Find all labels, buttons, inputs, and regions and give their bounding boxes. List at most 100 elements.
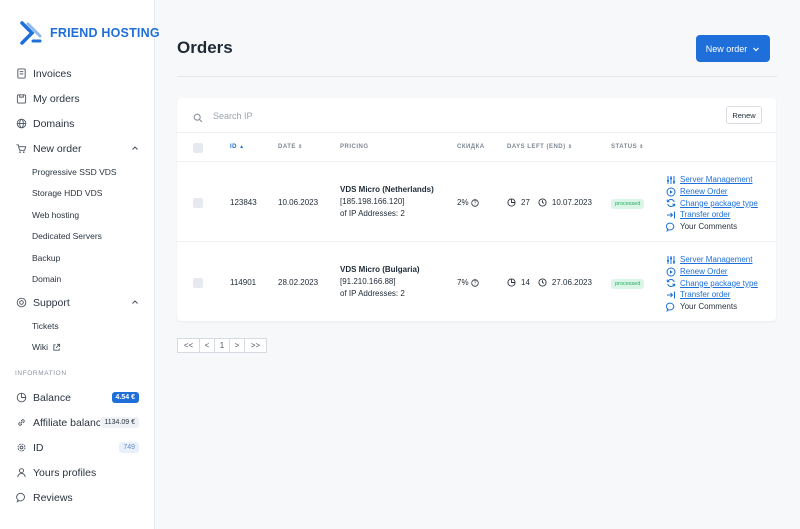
table-row: 114901 28.02.2023 VDS Micro (Bulgaria) […: [177, 243, 776, 322]
sidebar-sub-backup[interactable]: Backup: [32, 252, 61, 263]
days-left: 27 10.07.2023: [507, 198, 592, 207]
clock-icon: [538, 278, 547, 287]
pie-chart-icon: [507, 198, 516, 207]
pie-chart-icon: [15, 392, 27, 404]
cart-icon: [15, 143, 27, 155]
renew-order-link[interactable]: Renew Order: [666, 266, 758, 278]
info-section-label: INFORMATION: [15, 370, 67, 377]
order-discount: 2% ?: [457, 198, 479, 207]
select-all-checkbox[interactable]: [193, 143, 203, 153]
sidebar-sub-domain[interactable]: Domain: [32, 274, 62, 285]
sidebar-item-domains[interactable]: Domains: [0, 111, 155, 136]
sidebar-item-label: ID: [33, 441, 44, 454]
table-row: 123843 10.06.2023 VDS Micro (Netherlands…: [177, 163, 776, 242]
balance-badge: 4.54 €: [111, 392, 139, 403]
sidebar-sub-wiki[interactable]: Wiki: [0, 337, 155, 359]
sort-asc-icon: ▲: [239, 144, 245, 150]
comment-icon: [666, 222, 676, 232]
action-label: Server Management: [680, 255, 753, 265]
svg-text:?: ?: [473, 280, 476, 286]
column-header-date[interactable]: DATE ⇕: [278, 144, 303, 150]
order-date: 28.02.2023: [278, 278, 319, 287]
column-header-status[interactable]: STATUS ⇕: [611, 144, 644, 150]
transfer-icon: [666, 210, 676, 220]
ip-count: of IP Addresses: 2: [340, 289, 405, 298]
page-title: Orders: [177, 38, 233, 57]
header-divider: [177, 76, 777, 77]
chevron-up-icon[interactable]: [131, 143, 139, 155]
status-badge: processed: [611, 279, 645, 289]
comment-icon: [666, 302, 676, 312]
first-page-button[interactable]: <<: [177, 338, 200, 353]
help-icon[interactable]: ?: [470, 198, 479, 207]
end-date: 10.07.2023: [551, 198, 592, 207]
sidebar-sub-progressive-ssd-vds[interactable]: Progressive SSD VDS: [32, 166, 117, 177]
sidebar-item-support[interactable]: Support: [0, 290, 155, 315]
sidebar-item-affiliate-balance[interactable]: Affiliate balance 1134.09 €: [0, 410, 155, 435]
sidebar-sub-web-hosting[interactable]: Web hosting: [32, 209, 80, 220]
transfer-order-link[interactable]: Transfer order: [666, 289, 758, 301]
column-header-pricing: PRICING: [340, 144, 369, 150]
server-management-link[interactable]: Server Management: [666, 174, 758, 186]
column-header-days-left[interactable]: DAYS LEFT (END) ⇕: [507, 144, 573, 150]
sliders-icon: [666, 175, 676, 185]
chevron-up-icon[interactable]: [131, 297, 139, 309]
sidebar-item-my-orders[interactable]: My orders: [0, 86, 155, 111]
clock-icon: [538, 198, 547, 207]
search-bar: Renew: [177, 98, 776, 133]
renew-order-link[interactable]: Renew Order: [666, 186, 758, 198]
ip-count: of IP Addresses: 2: [340, 209, 405, 218]
sidebar-item-balance[interactable]: Balance 4.54 €: [0, 385, 155, 410]
your-comments-link[interactable]: Your Comments: [666, 221, 758, 233]
page-1-button[interactable]: 1: [214, 338, 230, 353]
column-header-id[interactable]: ID ▲: [230, 144, 245, 150]
pagination: << < 1 > >>: [177, 338, 267, 353]
play-circle-icon: [666, 187, 676, 197]
transfer-icon: [666, 290, 676, 300]
renew-button[interactable]: Renew: [726, 106, 762, 124]
prev-page-button[interactable]: <: [199, 338, 215, 353]
brand-logo[interactable]: FRIEND HOSTING: [18, 20, 160, 46]
ip-address: [91.210.166.88]: [340, 277, 396, 286]
sidebar-item-label: Balance: [33, 391, 71, 404]
order-id: 114901: [230, 278, 257, 287]
sidebar-sub-dedicated-servers[interactable]: Dedicated Servers: [32, 231, 102, 242]
brand-name: FRIEND HOSTING: [50, 26, 160, 40]
sidebar-item-label: Support: [33, 296, 70, 309]
action-label: Renew Order: [680, 267, 728, 277]
sidebar-item-label: Affiliate balance: [33, 416, 107, 429]
next-page-button[interactable]: >: [229, 338, 245, 353]
change-package-link[interactable]: Change package type: [666, 277, 758, 289]
sidebar-item-new-order[interactable]: New order: [0, 136, 155, 161]
transfer-order-link[interactable]: Transfer order: [666, 209, 758, 221]
column-label: DATE: [278, 144, 296, 150]
pie-chart-icon: [507, 278, 516, 287]
globe-icon: [15, 118, 27, 130]
gear-icon: [15, 442, 27, 454]
logo-icon: [18, 20, 44, 46]
search-input[interactable]: [213, 107, 513, 124]
action-label: Server Management: [680, 175, 753, 185]
row-checkbox[interactable]: [193, 278, 203, 288]
change-package-link[interactable]: Change package type: [666, 197, 758, 209]
server-management-link[interactable]: Server Management: [666, 254, 758, 266]
sidebar-item-reviews[interactable]: Reviews: [0, 485, 155, 510]
sidebar-item-label: Reviews: [33, 491, 73, 504]
action-label: Transfer order: [680, 210, 731, 220]
affiliate-balance-badge: 1134.09 €: [100, 417, 139, 428]
new-order-button[interactable]: New order: [696, 35, 770, 62]
help-icon[interactable]: ?: [470, 278, 479, 287]
last-page-button[interactable]: >>: [244, 338, 267, 353]
sidebar-item-invoices[interactable]: Invoices: [0, 61, 155, 86]
row-checkbox[interactable]: [193, 198, 203, 208]
your-comments-link[interactable]: Your Comments: [666, 301, 758, 313]
sidebar-item-yours-profiles[interactable]: Yours profiles: [0, 460, 155, 485]
search-icon: [193, 110, 203, 128]
sidebar-item-id[interactable]: ID 749: [0, 435, 155, 460]
action-label: Your Comments: [680, 302, 738, 312]
play-circle-icon: [666, 267, 676, 277]
orders-card: Renew ID ▲ DATE ⇕ PRICING СКИДКА DAYS LE…: [177, 98, 776, 322]
sidebar-sub-tickets[interactable]: Tickets: [32, 320, 59, 331]
orders-icon: [15, 93, 27, 105]
sidebar-sub-storage-hdd-vds[interactable]: Storage HDD VDS: [32, 188, 103, 199]
